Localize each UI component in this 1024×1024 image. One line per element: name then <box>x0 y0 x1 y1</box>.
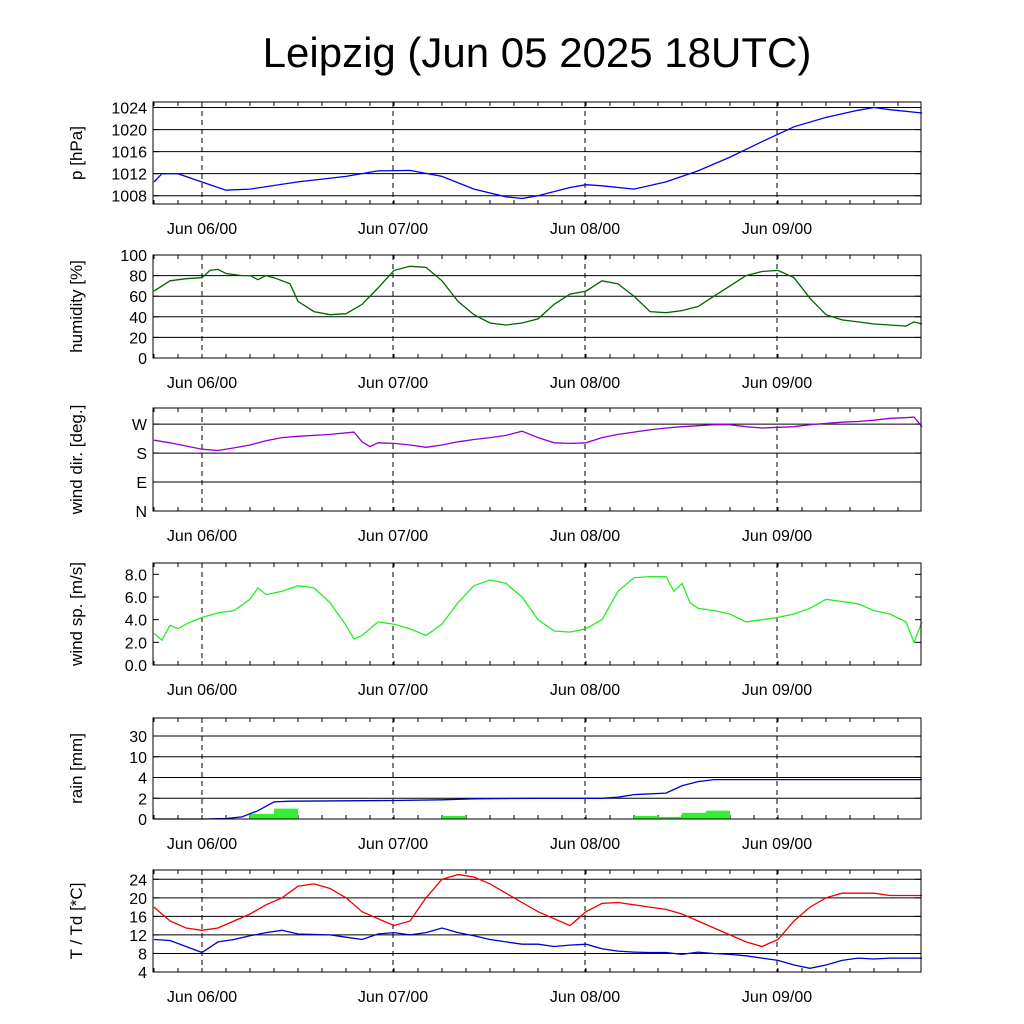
y-tick-label: 30 <box>129 729 147 746</box>
x-tick-label: Jun 09/00 <box>742 682 812 699</box>
x-tick-label: Jun 06/00 <box>167 221 237 238</box>
y-tick-label: 2.0 <box>125 635 147 652</box>
y-tick-label: 4 <box>138 965 147 982</box>
x-tick-label: Jun 08/00 <box>550 989 620 1006</box>
x-tick-label: Jun 07/00 <box>358 375 428 392</box>
y-tick-label: 20 <box>129 330 147 347</box>
x-tick-label: Jun 07/00 <box>358 221 428 238</box>
rain-bar <box>274 808 298 819</box>
x-tick-label: Jun 09/00 <box>742 375 812 392</box>
x-tick-label: Jun 08/00 <box>550 528 620 545</box>
x-tick-label: Jun 09/00 <box>742 528 812 545</box>
x-tick-label: Jun 08/00 <box>550 682 620 699</box>
series-line-td <box>153 927 922 969</box>
x-tick-label: Jun 06/00 <box>167 375 237 392</box>
y-tick-label: 20 <box>129 891 147 908</box>
y-tick-label: 4 <box>138 771 147 788</box>
series-line <box>153 416 923 452</box>
rain-bar <box>658 816 682 819</box>
y-tick-label: W <box>132 417 148 434</box>
panel-1: 0 20 40 60 80 100 Jun 06/00 Jun 07/00 Jun 08/00 J… <box>67 248 923 392</box>
y-tick-label: 6.0 <box>125 590 147 607</box>
y-tick-label: N <box>135 504 147 521</box>
y-tick-label: 0 <box>138 812 147 829</box>
series-line <box>153 265 923 327</box>
y-tick-label: 8.0 <box>125 567 147 584</box>
y-tick-label: 1024 <box>111 101 147 118</box>
series-line <box>153 106 923 200</box>
x-tick-label: Jun 07/00 <box>358 989 428 1006</box>
y-axis-label: humidity [%] <box>67 260 86 353</box>
plot-frame <box>152 869 922 973</box>
x-tick-label: Jun 07/00 <box>358 836 428 853</box>
y-axis-label: wind sp. [m/s] <box>67 562 86 667</box>
y-tick-label: 1020 <box>111 123 147 140</box>
y-axis-label: p [hPa] <box>67 126 86 180</box>
x-tick-label: Jun 07/00 <box>358 682 428 699</box>
rain-bar <box>250 813 274 819</box>
rain-bar <box>706 810 730 819</box>
y-tick-label: 16 <box>129 909 147 926</box>
rain-bar <box>634 815 658 819</box>
x-tick-label: Jun 09/00 <box>742 989 812 1006</box>
y-tick-label: 4.0 <box>125 613 147 630</box>
x-tick-label: Jun 07/00 <box>358 528 428 545</box>
y-axis-label: T / Td [*C] <box>67 883 86 960</box>
y-tick-label: 100 <box>120 248 147 265</box>
plot-frame <box>152 717 922 820</box>
series-line <box>154 778 922 820</box>
plot-frame <box>152 562 922 666</box>
panel-4: 0 2 4 10 30 Jun 06/00 Jun 07/00 Jun 08/00 Jun 09… <box>67 717 922 853</box>
chart-title: Leipzig (Jun 05 2025 18UTC) <box>263 29 812 76</box>
y-tick-label: 0 <box>138 351 147 368</box>
x-tick-label: Jun 06/00 <box>167 836 237 853</box>
y-tick-label: 60 <box>129 289 147 306</box>
x-tick-label: Jun 06/00 <box>167 989 237 1006</box>
plot-frame <box>152 407 922 512</box>
y-tick-label: 2 <box>138 791 147 808</box>
y-tick-label: 10 <box>129 750 147 767</box>
x-tick-label: Jun 08/00 <box>550 836 620 853</box>
y-tick-label: 1012 <box>111 167 147 184</box>
x-tick-label: Jun 08/00 <box>550 221 620 238</box>
x-tick-label: Jun 09/00 <box>742 221 812 238</box>
plot-frame <box>152 101 922 205</box>
panel-3: 0.0 2.0 4.0 6.0 8.0 Jun 06/00 Jun 07/00 Jun 08/… <box>67 562 923 699</box>
y-tick-label: 40 <box>129 310 147 327</box>
y-tick-label: 80 <box>129 269 147 286</box>
x-tick-label: Jun 09/00 <box>742 836 812 853</box>
x-tick-label: Jun 06/00 <box>167 528 237 545</box>
series-line-t <box>153 873 922 948</box>
y-axis-label: rain [mm] <box>67 733 86 804</box>
y-tick-label: S <box>136 446 147 463</box>
x-tick-label: Jun 08/00 <box>550 375 620 392</box>
rain-bar <box>442 815 466 819</box>
y-tick-label: 24 <box>129 872 147 889</box>
y-tick-label: 1016 <box>111 145 147 162</box>
y-tick-label: 1008 <box>111 189 147 206</box>
x-tick-label: Jun 06/00 <box>167 682 237 699</box>
rain-bar <box>682 812 706 819</box>
y-axis-label: wind dir. [deg.] <box>67 405 86 516</box>
series-line <box>153 575 923 645</box>
y-tick-label: 0.0 <box>125 658 147 675</box>
plot-frame <box>152 254 922 359</box>
panel-0: 1008 1012 1016 1020 1024 Jun 06/00 Jun 07/00 Ju… <box>67 101 923 238</box>
y-tick-label: E <box>136 475 147 492</box>
y-tick-label: 12 <box>129 928 147 945</box>
y-tick-label: 8 <box>138 946 147 963</box>
